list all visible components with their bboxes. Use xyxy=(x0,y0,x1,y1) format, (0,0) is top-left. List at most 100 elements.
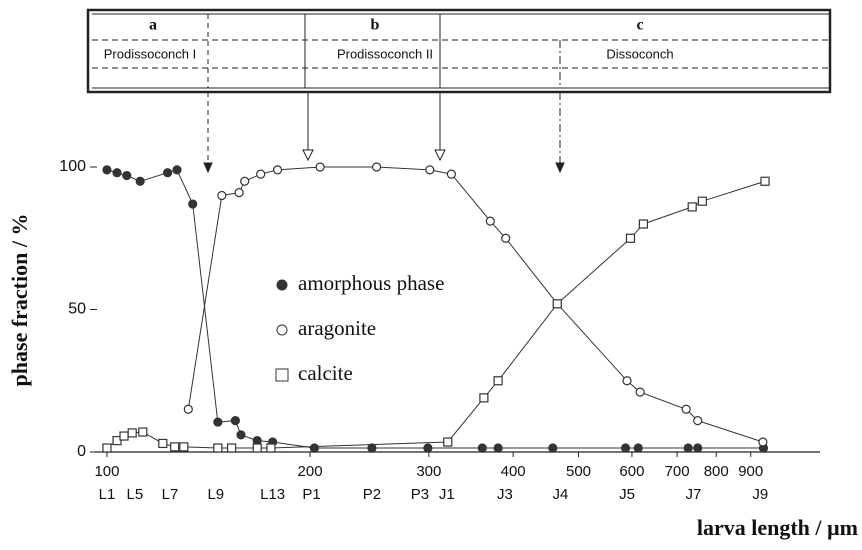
point xyxy=(236,430,246,440)
arrow-head xyxy=(203,162,213,174)
point xyxy=(493,376,503,386)
stage-arrows xyxy=(203,92,565,174)
stage-tick-label: P2 xyxy=(363,486,381,503)
x-tick-label: 900 xyxy=(738,463,763,480)
point xyxy=(620,443,631,453)
legend-marker xyxy=(276,279,288,291)
point xyxy=(758,437,768,447)
point xyxy=(256,169,266,179)
x-tick-label: 800 xyxy=(704,463,729,480)
x-tick-label: 400 xyxy=(501,463,526,480)
stage-tick-label: P3 xyxy=(411,486,429,503)
point xyxy=(493,443,503,453)
point xyxy=(172,165,182,175)
point xyxy=(485,216,495,226)
stage-tick-label: L13 xyxy=(260,486,285,503)
stage-tick-label: J1 xyxy=(439,486,455,503)
arrow-head xyxy=(302,149,314,162)
point xyxy=(119,431,129,441)
legend-marker xyxy=(276,324,288,336)
x-tick-label: 300 xyxy=(416,463,441,480)
point xyxy=(477,443,487,453)
point xyxy=(112,168,122,178)
point xyxy=(179,442,189,452)
point xyxy=(138,427,148,437)
point xyxy=(213,443,223,453)
point xyxy=(234,188,244,198)
point xyxy=(501,233,511,243)
legend-label: aragonite xyxy=(298,316,376,340)
point xyxy=(638,219,649,229)
point xyxy=(122,170,132,181)
section-letter: c xyxy=(636,17,643,34)
legend-label: calcite xyxy=(298,361,353,385)
point xyxy=(213,417,223,427)
x-tick-label: 700 xyxy=(665,463,690,480)
section-letter: a xyxy=(149,17,157,34)
point xyxy=(760,176,770,186)
point xyxy=(309,443,320,453)
stage-tick-label: J9 xyxy=(752,486,768,503)
arrow-head xyxy=(434,149,446,162)
x-axis-title: larva length / µm xyxy=(697,515,858,540)
point xyxy=(158,438,168,449)
x-tick-label: 500 xyxy=(566,463,591,480)
arrow-head xyxy=(555,162,565,174)
point xyxy=(127,428,137,438)
stage-tick-label: P1 xyxy=(302,486,320,503)
point xyxy=(687,202,697,212)
point xyxy=(693,416,703,426)
point xyxy=(272,165,283,175)
point xyxy=(697,196,707,206)
point xyxy=(423,443,433,453)
point xyxy=(371,162,382,172)
series-line xyxy=(106,169,764,449)
point xyxy=(163,168,173,178)
point xyxy=(425,165,435,175)
stage-tick-label: J4 xyxy=(552,486,568,503)
stage-tick-label: J7 xyxy=(685,486,701,503)
x-tick-label: 600 xyxy=(619,463,644,480)
x-tick-label: 200 xyxy=(298,463,323,480)
point xyxy=(479,393,489,403)
legend-label: amorphous phase xyxy=(298,271,444,295)
point xyxy=(135,176,145,186)
y-tick-label: 50 xyxy=(68,301,86,318)
point xyxy=(102,443,112,453)
stage-header xyxy=(86,8,832,94)
stage-tick-label: J3 xyxy=(497,486,513,503)
point xyxy=(446,169,456,179)
point xyxy=(367,443,377,453)
stage-tick-label: L5 xyxy=(127,486,144,503)
point xyxy=(170,442,180,452)
stage-tick-label: L9 xyxy=(207,486,224,503)
point xyxy=(693,443,703,453)
point xyxy=(240,176,250,186)
series-line xyxy=(187,166,764,443)
point xyxy=(266,443,276,453)
point xyxy=(230,416,240,426)
point xyxy=(681,404,691,414)
point xyxy=(102,165,112,175)
stage-tick-label: L1 xyxy=(99,486,116,503)
section-letter: b xyxy=(371,17,380,34)
point xyxy=(625,233,636,243)
point xyxy=(226,443,237,453)
section-label: Prodissoconch II xyxy=(337,46,433,61)
y-axis-title: phase fraction / % xyxy=(7,214,32,387)
section-label: Dissoconch xyxy=(606,46,673,61)
point xyxy=(633,443,643,453)
point xyxy=(443,437,453,447)
point xyxy=(217,190,227,201)
point xyxy=(188,199,198,209)
point xyxy=(315,162,325,172)
point xyxy=(622,376,632,386)
point xyxy=(252,443,262,453)
y-tick-label: 0 xyxy=(77,443,86,460)
legend-marker xyxy=(275,368,289,382)
point xyxy=(183,404,193,414)
stage-tick-label: L7 xyxy=(162,486,179,503)
point xyxy=(548,443,558,453)
point xyxy=(252,436,262,446)
